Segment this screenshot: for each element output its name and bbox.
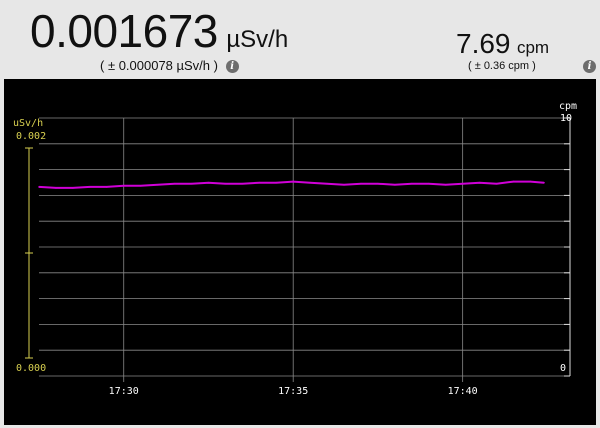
series-point — [377, 182, 379, 185]
count-rate-value: 7.69 — [456, 28, 511, 59]
rate-history-plot: uSv/h 0.002 0.000 cpm 10 0 17:30 17:35 17:… — [13, 101, 577, 397]
x-tick-label: 17:35 — [278, 386, 308, 397]
series-point — [309, 181, 311, 184]
series-point — [190, 182, 193, 185]
series-point — [241, 182, 244, 185]
right-axis: cpm 10 0 — [559, 101, 577, 374]
series-point — [529, 180, 532, 183]
series-point — [343, 184, 345, 186]
series-point — [394, 184, 396, 186]
series-point — [428, 182, 430, 185]
horizontal-grid — [39, 117, 571, 377]
series-point — [478, 181, 481, 184]
rate-history-chart: uSv/h 0.002 0.000 cpm 10 0 17:30 17:35 17:… — [4, 79, 596, 425]
dose-rate-error-text: ( ± 0.000078 µSv/h ) — [100, 58, 218, 73]
series-point — [411, 182, 413, 185]
series-point — [461, 182, 464, 185]
left-axis-label: uSv/h — [13, 118, 43, 129]
info-icon[interactable]: i — [583, 60, 596, 73]
dose-rate-readout: 0.001673 µSv/h — [30, 4, 288, 58]
right-axis-label: cpm — [559, 101, 577, 112]
x-axis-ticks: 17:30 17:35 17:40 — [109, 386, 478, 397]
series-point — [122, 185, 125, 187]
readout-header: 0.001673 µSv/h ( ± 0.000078 µSv/h ) i 7.… — [0, 0, 600, 78]
series-point — [89, 186, 91, 188]
series-point — [543, 181, 545, 184]
x-tick-label: 17:30 — [109, 386, 139, 397]
series-point — [444, 184, 447, 186]
series-point — [38, 186, 40, 188]
vertical-grid — [123, 118, 464, 382]
series-point — [156, 184, 159, 186]
series-point — [207, 181, 210, 184]
dose-rate-error: ( ± 0.000078 µSv/h ) i — [100, 58, 239, 74]
dose-rate-value: 0.001673 — [30, 5, 218, 57]
left-axis: uSv/h 0.002 0.000 — [13, 118, 46, 374]
count-rate-unit: cpm — [516, 38, 550, 57]
series-point — [72, 187, 74, 189]
count-rate-readout: 7.69 cpm — [456, 28, 549, 60]
dose-rate-series-points — [38, 180, 545, 189]
right-axis-top-tick: 10 — [560, 113, 572, 124]
series-point — [360, 182, 362, 185]
series-point — [275, 181, 278, 184]
series-point — [512, 180, 515, 183]
series-point — [495, 182, 498, 185]
right-axis-bottom-tick: 0 — [560, 363, 566, 374]
series-point — [326, 182, 328, 185]
count-rate-error: ( ± 0.36 cpm ) — [468, 60, 536, 72]
series-point — [258, 181, 261, 184]
dose-rate-series-line — [38, 180, 545, 189]
series-point — [106, 186, 108, 188]
info-icon[interactable]: i — [225, 60, 239, 74]
series-point — [292, 180, 295, 183]
x-tick-label: 17:40 — [448, 386, 478, 397]
left-axis-top-tick: 0.002 — [16, 131, 46, 142]
series-point — [224, 182, 227, 185]
series-point — [139, 185, 142, 187]
series-point — [173, 182, 176, 185]
series-point — [55, 187, 57, 189]
left-axis-bottom-tick: 0.000 — [16, 363, 46, 374]
dose-rate-unit: µSv/h — [226, 26, 289, 53]
